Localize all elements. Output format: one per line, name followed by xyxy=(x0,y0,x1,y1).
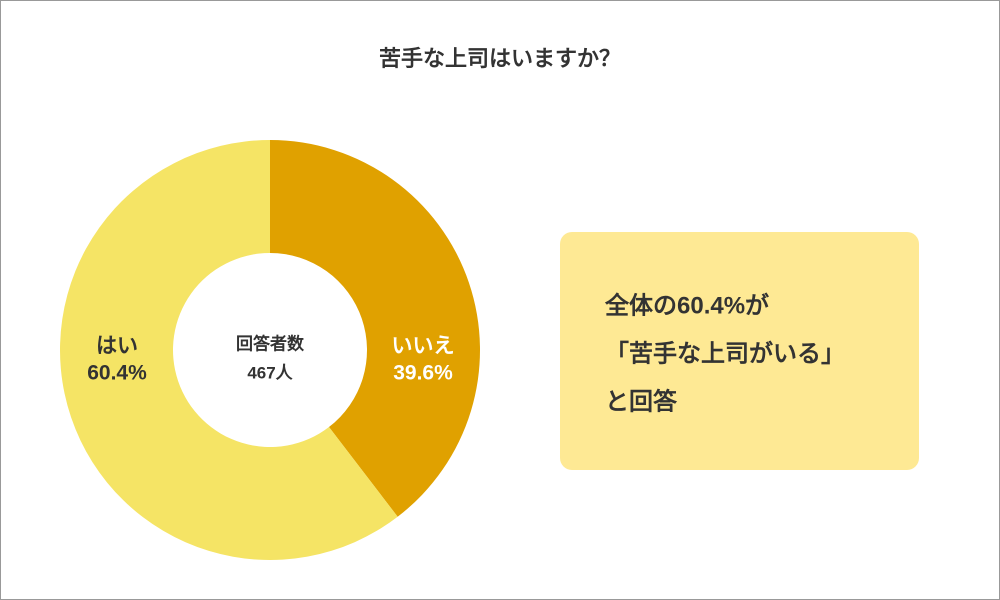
chart-title: 苦手な上司はいますか？ xyxy=(379,46,621,71)
callout-text: 「苦手な上司がいる」 xyxy=(605,339,845,367)
callout-box xyxy=(560,232,919,470)
slice-label: いいえ xyxy=(392,335,455,358)
donut-slice xyxy=(59,140,398,560)
callout-text: 全体の60.4%が xyxy=(604,291,769,319)
slice-label: はい xyxy=(96,335,138,358)
center-label: 回答者数 xyxy=(236,333,305,353)
donut-slice xyxy=(270,140,480,517)
callout-text: と回答 xyxy=(605,387,678,415)
slice-value-label: 60.4% xyxy=(87,362,147,385)
center-value: 467人 xyxy=(247,363,293,382)
slice-value-label: 39.6% xyxy=(393,362,453,385)
